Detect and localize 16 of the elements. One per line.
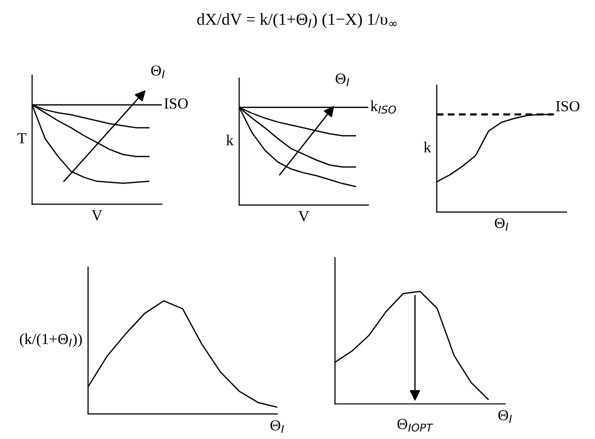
x-axis-title: V bbox=[92, 210, 102, 221]
text: Θ$_{I}$ bbox=[336, 74, 350, 86]
series-label: ISO bbox=[556, 101, 580, 112]
y-axis-title: T bbox=[18, 133, 26, 144]
x-axis-title: Θ$_{I}$ bbox=[498, 410, 512, 423]
text: Θ$_{IOPT}$ bbox=[397, 418, 434, 432]
x-axis-title: Θ$_{I}$ bbox=[270, 420, 284, 433]
text: Θ$_{I}$ bbox=[151, 65, 165, 78]
x-axis-title: Θ$_{I}$ bbox=[494, 218, 508, 231]
x-axis-title: V bbox=[298, 211, 310, 222]
y-axis-title: k bbox=[424, 142, 432, 152]
chart-title: dX/dV = k/(1+Θ$_{I}$) (1−X) 1/υ$_{∞}$ bbox=[197, 13, 397, 28]
y-axis-title: k bbox=[226, 134, 234, 146]
y-axis-title: (k/(1+Θ$_{I}$)) bbox=[20, 333, 82, 348]
legend-label: ISO bbox=[164, 98, 188, 109]
series-label: k$_{ISO}$ bbox=[370, 100, 396, 114]
